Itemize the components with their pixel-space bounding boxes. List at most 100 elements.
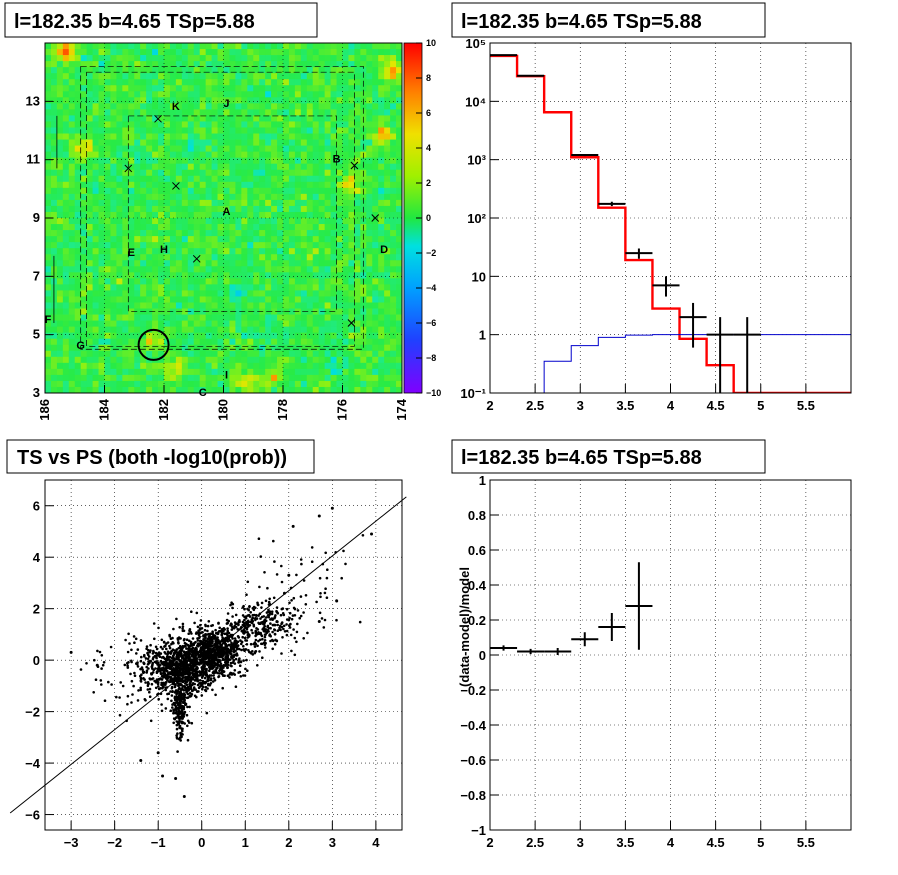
heatmap-cell: [158, 157, 165, 165]
heatmap-cell: [342, 55, 349, 62]
heatmap-cell: [318, 308, 326, 315]
heatmap-cell: [110, 368, 117, 376]
heatmap-cell: [86, 302, 93, 309]
heatmap-cell: [229, 115, 236, 122]
heatmap-cell: [152, 242, 159, 249]
heatmap-cell: [223, 386, 230, 393]
heatmap-cell: [283, 290, 290, 297]
heatmap-cell: [193, 127, 201, 134]
x-tick-label: 178: [275, 399, 290, 421]
heatmap-cell: [62, 79, 70, 86]
scatter-point: [146, 684, 150, 688]
heatmap-cell: [396, 236, 402, 243]
heatmap-cell: [294, 67, 302, 74]
heatmap-cell: [366, 344, 373, 352]
heatmap-cell: [211, 230, 218, 237]
heatmap-cell: [259, 320, 266, 328]
heatmap-cell: [169, 175, 177, 183]
heatmap-cell: [50, 145, 58, 153]
heatmap-cell: [45, 139, 52, 146]
heatmap-cell: [318, 151, 326, 159]
heatmap-cell: [384, 163, 391, 171]
heatmap-cell: [277, 320, 284, 328]
heatmap-cell: [205, 115, 212, 122]
heatmap-cell: [187, 356, 195, 364]
heatmap-cell: [175, 67, 183, 74]
heatmap-cell: [312, 193, 320, 201]
heatmap-cell: [324, 236, 331, 243]
heatmap-cell: [312, 308, 320, 315]
heatmap-cell: [205, 236, 212, 243]
heatmap-cell: [134, 320, 141, 328]
heatmap-cell: [128, 157, 135, 165]
heatmap-cell: [164, 115, 171, 122]
spectrum-title-box: [451, 2, 766, 38]
heatmap-cell: [122, 211, 129, 219]
heatmap-cell: [158, 163, 165, 171]
heatmap-cell: [378, 181, 385, 189]
heatmap-cell: [86, 320, 93, 328]
heatmap-cell: [372, 43, 379, 50]
heatmap-cell: [140, 272, 147, 279]
heatmap-cell: [265, 133, 272, 140]
heatmap-cell: [92, 236, 99, 243]
scatter-point: [168, 646, 172, 650]
heatmap-cell: [140, 356, 147, 364]
heatmap-cell: [300, 278, 308, 285]
heatmap-cell: [384, 344, 391, 352]
heatmap-cell: [56, 151, 64, 159]
heatmap-cell: [241, 97, 248, 104]
heatmap-cell: [306, 332, 314, 340]
heatmap-cell: [229, 109, 236, 116]
heatmap-cell: [92, 248, 99, 255]
heatmap-cell: [80, 350, 88, 358]
heatmap-cell: [384, 91, 391, 98]
heatmap-cell: [396, 205, 402, 213]
heatmap-cell: [110, 344, 117, 352]
scatter-point: [173, 649, 176, 652]
scatter-point: [149, 643, 152, 647]
heatmap-cell: [217, 266, 224, 273]
heatmap-cell: [390, 73, 397, 80]
heatmap-cell: [396, 350, 402, 358]
heatmap-cell: [80, 73, 88, 80]
heatmap-cell: [342, 199, 349, 207]
heatmap-cell: [146, 97, 153, 104]
heatmap-cell: [152, 302, 159, 309]
heatmap-cell: [265, 43, 272, 50]
heatmap-cell: [86, 55, 93, 62]
heatmap-cell: [294, 314, 302, 321]
heatmap-cell: [181, 133, 189, 140]
heatmap-cell: [366, 296, 373, 303]
scatter-point: [188, 671, 191, 674]
heatmap-cell: [288, 115, 296, 122]
heatmap-cell: [158, 73, 165, 80]
scatter-point: [170, 687, 174, 690]
heatmap-cell: [306, 218, 314, 225]
heatmap-cell: [92, 224, 99, 231]
heatmap-cell: [134, 356, 141, 364]
scatter-point: [159, 677, 162, 680]
heatmap-cell: [134, 314, 141, 321]
heatmap-cell: [181, 181, 189, 189]
heatmap-cell: [146, 169, 153, 177]
heatmap-cell: [50, 242, 58, 249]
heatmap-cell: [116, 163, 123, 171]
heatmap-cell: [50, 224, 58, 231]
heatmap-cell: [372, 145, 379, 153]
heatmap-cell: [211, 344, 218, 352]
heatmap-cell: [175, 368, 183, 376]
heatmap-cell: [217, 290, 224, 297]
heatmap-cell: [277, 302, 284, 309]
heatmap-cell: [229, 350, 236, 358]
colorbar-tick-label: −10: [426, 388, 441, 398]
heatmap-cell: [253, 97, 260, 104]
heatmap-cell: [306, 43, 314, 50]
heatmap-cell: [366, 121, 373, 128]
scatter-point: [169, 662, 173, 665]
heatmap-cell: [86, 169, 93, 177]
heatmap-cell: [318, 133, 326, 140]
y-tick-label: 13: [26, 93, 40, 108]
heatmap-cell: [211, 175, 218, 183]
heatmap-cell: [330, 97, 337, 104]
